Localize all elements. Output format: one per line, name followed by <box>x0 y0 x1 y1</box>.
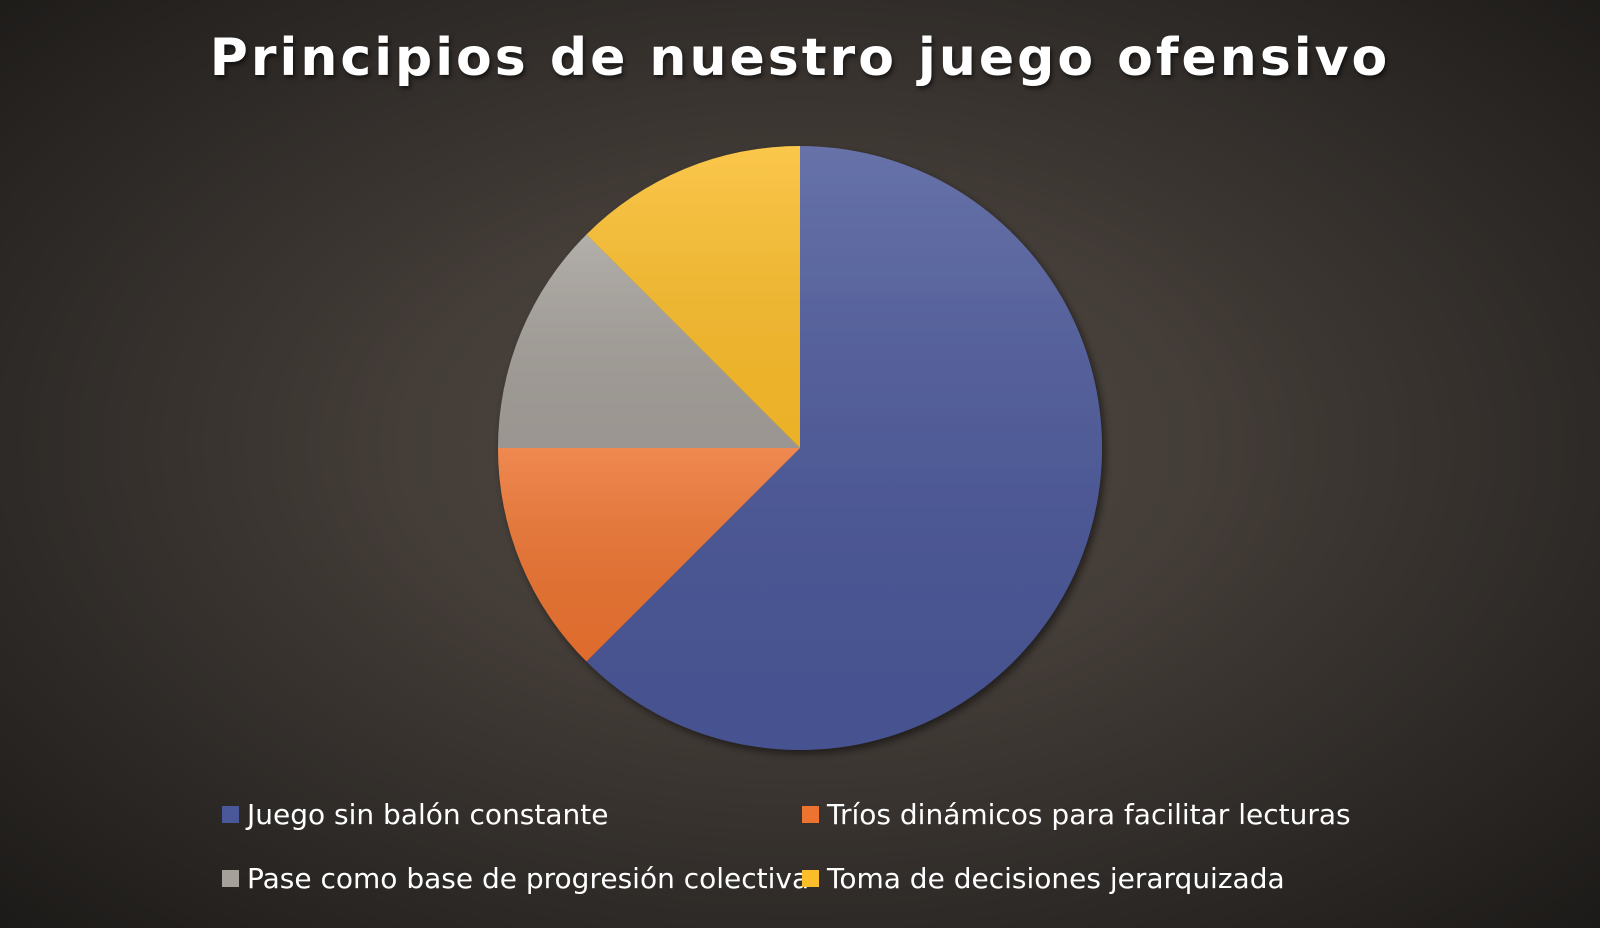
legend-swatch <box>222 869 239 887</box>
legend-label: Tríos dinámicos para facilitar lecturas <box>827 797 1351 831</box>
legend-label: Toma de decisiones jerarquizada <box>827 861 1285 895</box>
pie-slice-shade-pase-como-base-de-progresion-colectiva <box>498 234 800 448</box>
pie-slice-shade-trios-dinamicos-para-facilitar-lecturas <box>498 448 800 662</box>
legend-swatch <box>222 805 239 823</box>
chart-legend: Juego sin balón constante Tríos dinámicos… <box>222 796 1422 896</box>
pie-slice-shade-juego-sin-balon-constante <box>586 146 1102 750</box>
legend-label: Pase como base de progresión colectiva <box>247 861 810 895</box>
legend-item-toma-de-decisiones-jerarquizada: Toma de decisiones jerarquizada <box>802 860 1402 896</box>
legend-item-pase-como-base-de-progresion-colectiva: Pase como base de progresión colectiva <box>222 860 809 896</box>
pie-slice-shade-toma-de-decisiones-jerarquizada <box>586 146 800 448</box>
legend-label: Juego sin balón constante <box>247 797 609 831</box>
legend-swatch <box>802 805 819 823</box>
pie-slices <box>498 146 1102 750</box>
legend-item-trios-dinamicos-para-facilitar-lecturas: Tríos dinámicos para facilitar lecturas <box>802 796 1402 832</box>
chart-title: Principios de nuestro juego ofensivo <box>209 28 1391 88</box>
legend-swatch <box>802 869 819 887</box>
legend-item-juego-sin-balon-constante: Juego sin balón constante <box>222 796 802 832</box>
